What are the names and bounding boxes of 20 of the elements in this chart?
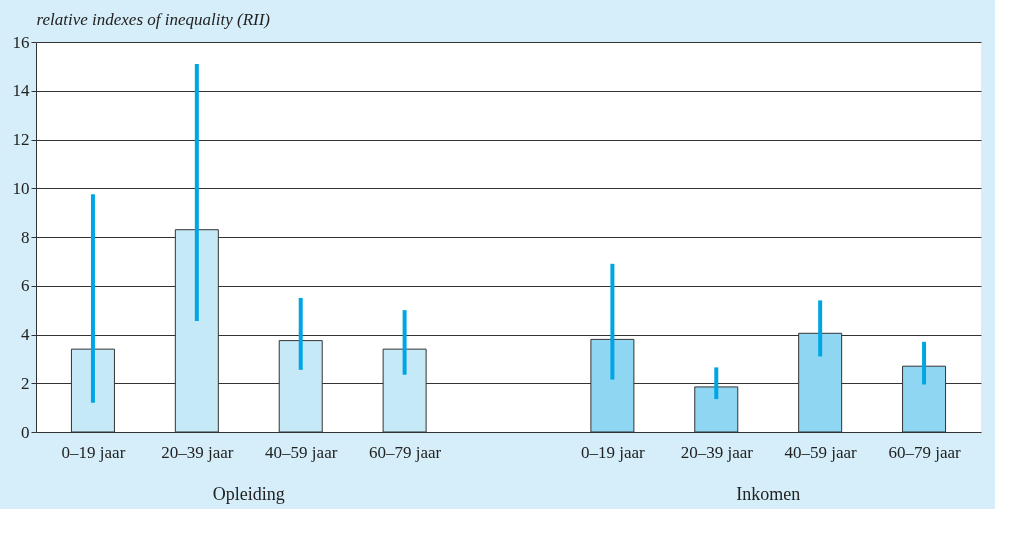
x-tick-label: 60–79 jaar: [368, 442, 442, 462]
x-tick-label: 40–59 jaar: [784, 442, 858, 462]
y-tick-label: 4: [21, 325, 30, 344]
x-tick-label: 60–79 jaar: [888, 442, 961, 462]
y-tick-label: 10: [12, 178, 30, 198]
y-tick-label: 8: [21, 227, 30, 247]
text: Opleiding: [212, 484, 285, 504]
x-tick-label: 20–39 jaar: [680, 442, 754, 462]
x-tick-label: 0–19 jaar: [581, 442, 646, 462]
y-tick-label: 12: [12, 130, 30, 149]
x-tick-label: 40–59 jaar: [265, 442, 338, 462]
y-tick-label: 2: [21, 373, 30, 393]
y-tick-label: 14: [12, 81, 30, 101]
y-tick-label: 6: [21, 276, 30, 296]
text: Inkomen: [736, 484, 801, 504]
y-tick-label: 16: [12, 32, 30, 52]
x-tick-label: 0–19 jaar: [61, 442, 126, 462]
x-tick-label: 20–39 jaar: [161, 442, 234, 462]
y-tick-label: 0: [21, 422, 30, 442]
y-axis-title: relative indexes of inequality (RII): [36, 9, 271, 29]
